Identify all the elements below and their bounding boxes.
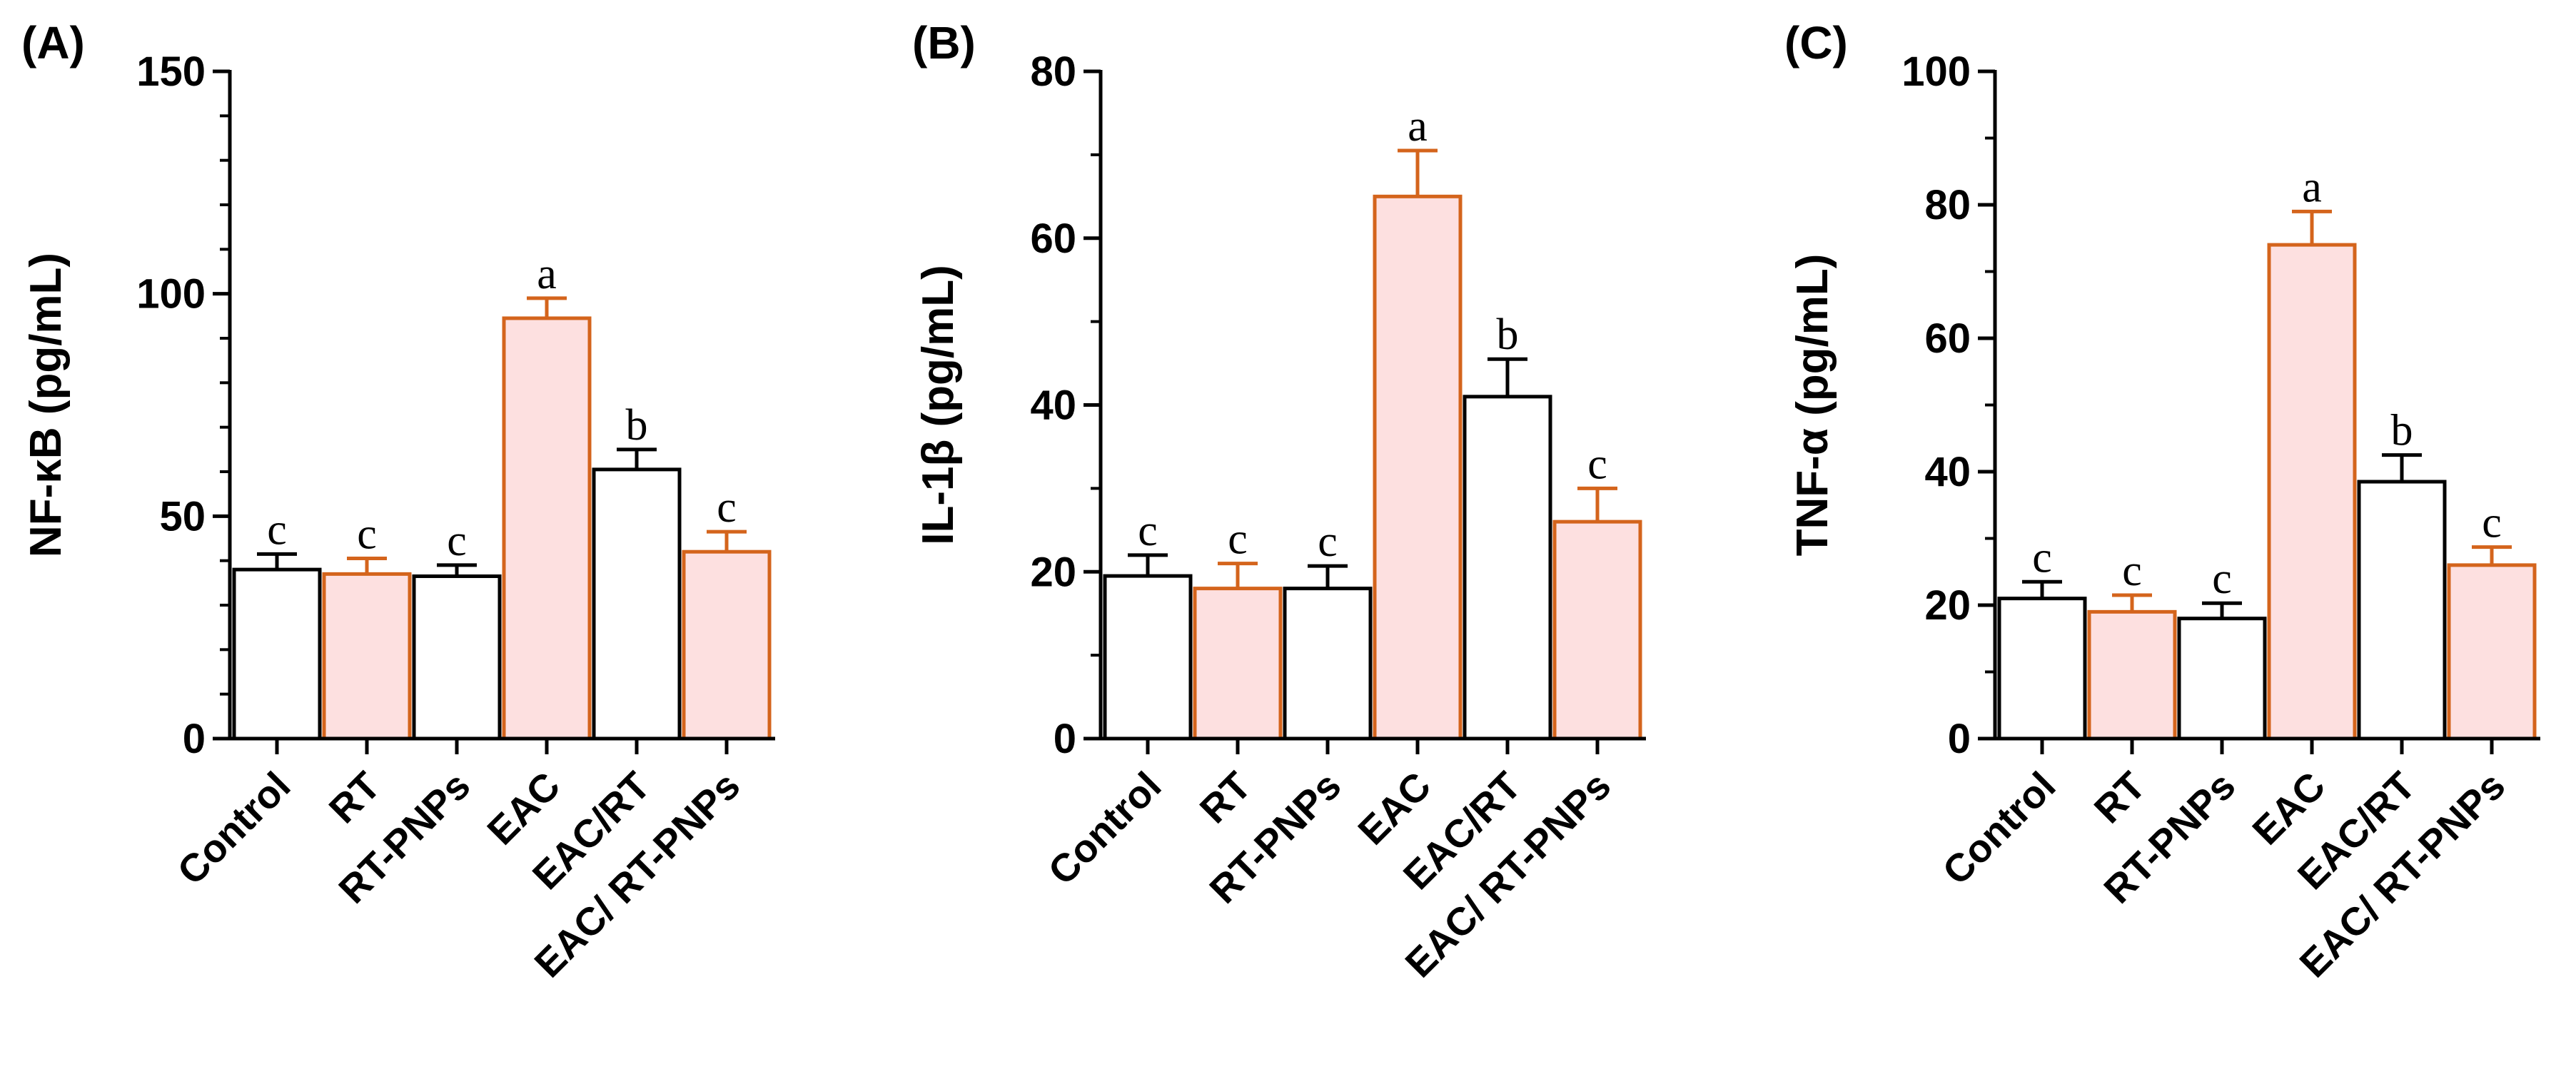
panel-b-il1b-chart: (B)IL-1β (pg/mL) cControlcRTcRT-PNPsaEACb… [912,17,1646,986]
y-axis-title: IL-1β (pg/mL) [914,265,963,545]
bar-2 [1283,587,1373,741]
y-tick-label: 100 [1901,49,1971,95]
y-tick-label: 60 [1030,216,1076,262]
significance-letter-1: c [1228,515,1248,564]
y-tick-label: 100 [136,271,206,318]
panel-a-nfkb-chart: (A)NF-κB (pg/mL) cControlcRTcRT-PNPsaEACb… [21,17,775,986]
significance-letter-0: c [2032,533,2052,582]
category-label-1: RT [1191,764,1260,832]
bar-0 [1997,597,2087,741]
bar-3 [502,316,592,741]
bar-4 [592,467,682,741]
significance-letter-2: c [1318,517,1338,566]
category-label-0: Control [168,764,298,893]
significance-letter-4: b [626,401,648,450]
y-tick-label: 20 [1924,582,1971,629]
significance-letter-2: c [447,517,467,565]
panel-label: (B) [912,17,976,69]
significance-letter-0: c [267,505,287,554]
bar-2 [412,574,502,741]
significance-letter-4: b [2391,407,2413,455]
y-tick-label: 0 [183,716,206,762]
y-tick-label: 20 [1030,549,1076,595]
bar-1 [2087,609,2177,741]
y-tick-label: 40 [1924,449,1971,495]
y-axis-title: TNF-α (pg/mL) [1788,254,1837,557]
significance-letter-4: b [1497,310,1519,359]
y-axis-title: NF-κB (pg/mL) [21,253,71,557]
bar-0 [1103,574,1193,741]
significance-letter-5: c [1587,440,1607,488]
panel-c-tnfa-chart: (C)TNF-α (pg/mL)cControlcRTcRT-PNPsaEACb… [1784,17,2540,986]
bar-5 [2447,563,2537,741]
y-tick-label: 80 [1924,182,1971,228]
significance-letter-2: c [2212,554,2232,603]
category-label-0: Control [1039,764,1169,893]
significance-letter-1: c [357,510,377,559]
panel-label: (A) [21,17,85,69]
bar-4 [2357,480,2447,741]
significance-letter-3: a [537,250,557,298]
panel-label: (C) [1784,17,1848,69]
y-tick-label: 0 [1054,716,1076,762]
category-label-0: Control [1934,764,2064,893]
y-tick-label: 60 [1924,315,1971,362]
significance-letter-1: c [2122,547,2142,595]
y-tick-label: 80 [1030,49,1076,95]
bar-2 [2177,617,2267,741]
significance-letter-3: a [2302,163,2322,211]
significance-letter-5: c [2482,499,2502,547]
y-tick-label: 40 [1030,382,1076,429]
bar-3 [1373,194,1463,741]
y-tick-label: 50 [159,493,206,539]
bar-1 [322,572,412,741]
category-label-1: RT [2086,764,2154,832]
bar-1 [1193,587,1283,741]
y-tick-label: 150 [136,49,206,95]
bar-5 [1552,520,1642,741]
significance-letter-3: a [1408,102,1428,151]
bar-3 [2267,243,2357,741]
bar-0 [232,567,322,741]
significance-letter-5: c [717,483,737,532]
y-tick-label: 0 [1948,716,1971,762]
significance-letter-0: c [1138,507,1158,555]
bar-4 [1463,395,1552,741]
category-label-1: RT [320,764,389,832]
bar-5 [682,549,772,741]
